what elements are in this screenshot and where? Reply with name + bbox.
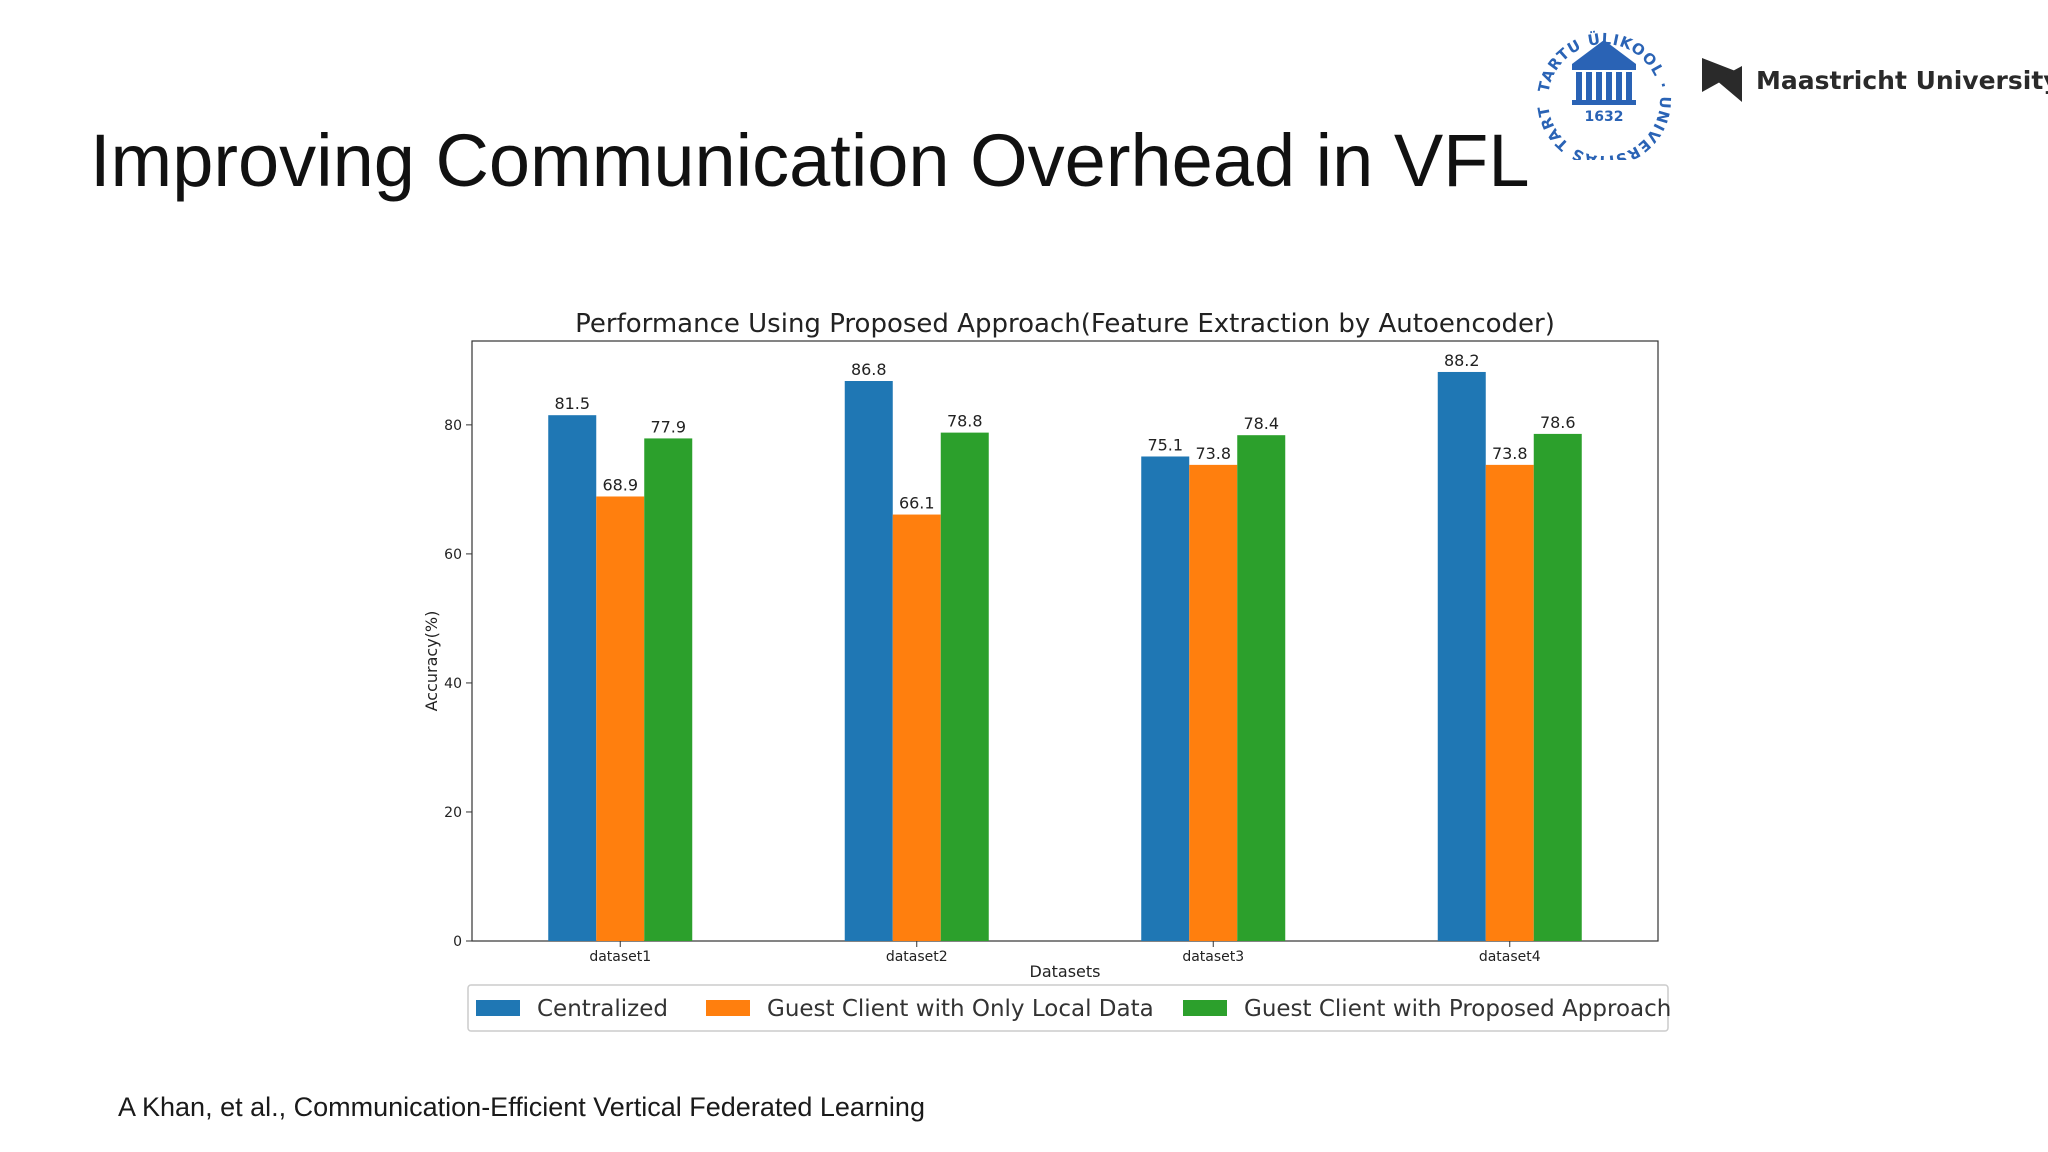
bar-value-label: 78.6 [1540, 413, 1576, 432]
legend-label: Centralized [537, 996, 668, 1022]
plot-frame [471, 340, 1659, 942]
legend-swatch [1183, 1000, 1227, 1016]
y-tick-label: 80 [444, 418, 462, 434]
legend-box [467, 984, 1669, 1032]
tartu-pediment-icon [1572, 40, 1636, 64]
bar-chart: Performance Using Proposed Approach(Feat… [422, 309, 1671, 1032]
bar-value-label: 78.8 [947, 412, 983, 431]
tartu-logo: TARTU ÜLIKOOL · UNIVERSITAS TARTUENSIS 1… [1513, 0, 2048, 170]
x-tick-label: dataset3 [1182, 949, 1244, 965]
y-tick-label: 0 [453, 934, 462, 950]
legend-swatch [476, 1000, 520, 1016]
x-axis-label: Datasets [1030, 962, 1101, 981]
bar [548, 415, 597, 941]
footnote: A Khan, et al., Communication-Efficient … [118, 1092, 925, 1122]
y-tick-label: 40 [444, 676, 462, 692]
bar [844, 381, 893, 941]
x-tick-label: dataset4 [1479, 949, 1541, 965]
y-tick-label: 20 [444, 805, 462, 821]
y-axis-label: Accuracy(%) [422, 611, 441, 712]
bar [940, 432, 989, 941]
maastricht-name: Maastricht University [1756, 66, 2048, 95]
legend-label: Guest Client with Proposed Approach [1244, 996, 1671, 1022]
bar-value-label: 66.1 [899, 494, 935, 513]
bar-value-label: 68.9 [602, 475, 638, 494]
bar [596, 496, 645, 941]
logos: TARTU ÜLIKOOL · UNIVERSITAS TARTUENSIS 1… [1513, 0, 2048, 170]
bar [1437, 371, 1486, 941]
bar-value-label: 86.8 [851, 360, 887, 379]
chart-title: Performance Using Proposed Approach(Feat… [575, 309, 1555, 339]
legend-swatch [706, 1000, 750, 1016]
legend-label: Guest Client with Only Local Data [767, 996, 1154, 1022]
maastricht-mark-icon [1702, 58, 1742, 102]
bar [1141, 456, 1190, 941]
bar-value-label: 77.9 [650, 417, 686, 436]
bar [1533, 433, 1582, 941]
bar-value-label: 75.1 [1147, 435, 1183, 454]
bar-value-label: 73.8 [1195, 444, 1231, 463]
tartu-year: 1632 [1585, 109, 1624, 125]
x-tick-label: dataset1 [589, 949, 651, 965]
slide-title: Improving Communication Overhead in VFL [90, 119, 1530, 202]
bar-value-label: 73.8 [1492, 444, 1528, 463]
bar [1485, 464, 1534, 941]
bar-value-label: 78.4 [1243, 414, 1279, 433]
bar [644, 438, 693, 941]
bar [892, 514, 941, 941]
x-tick-label: dataset2 [886, 949, 948, 965]
bar [1237, 435, 1286, 941]
bar-value-label: 81.5 [554, 394, 590, 413]
bar-value-label: 88.2 [1444, 351, 1480, 370]
bar [1189, 464, 1238, 941]
y-tick-label: 60 [444, 547, 462, 563]
